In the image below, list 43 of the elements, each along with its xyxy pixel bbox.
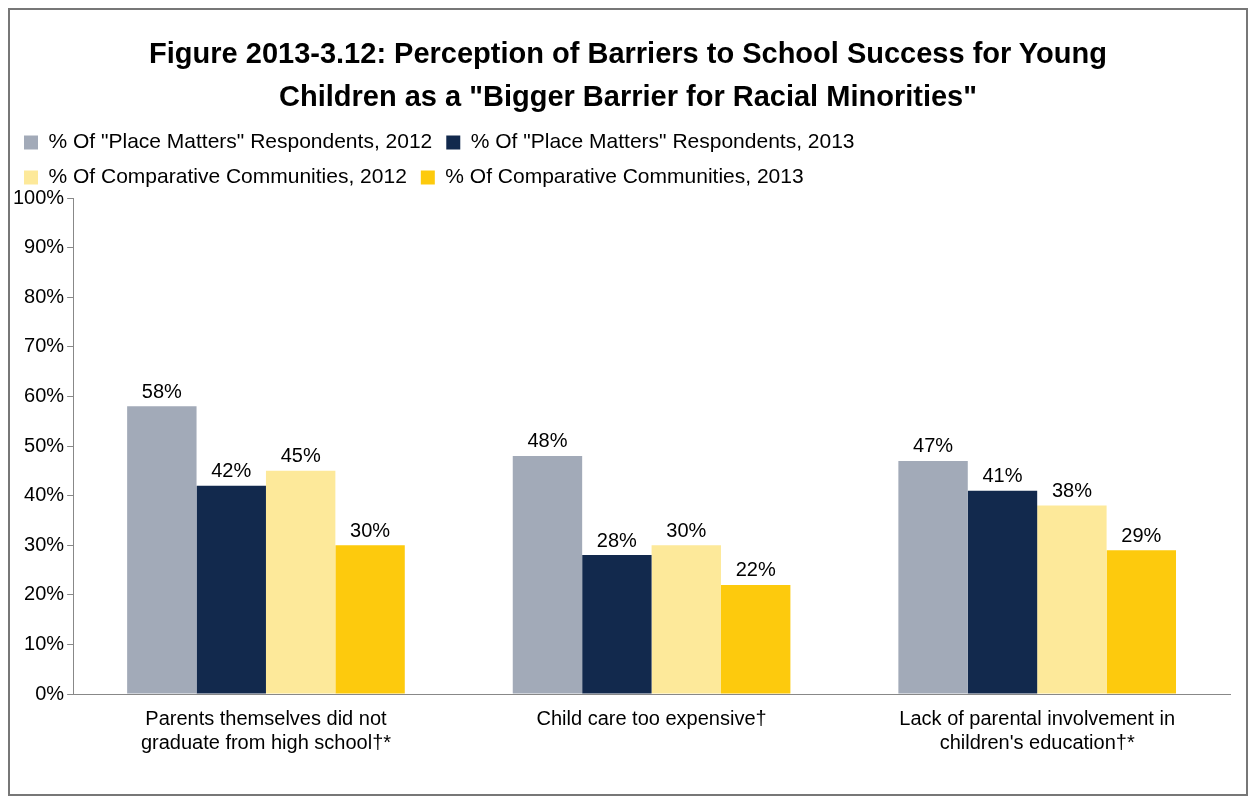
x-tick-label: Child care too expensive† [536,706,767,729]
legend-label: % Of "Place Matters" Respondents, 2013 [470,129,855,153]
data-label: 41% [982,464,1023,487]
data-label: 30% [666,518,707,541]
legend-label: % Of Comparative Communities, 2013 [445,164,804,188]
data-label: 30% [350,518,391,541]
y-tick-label: 90% [24,235,65,258]
bar [335,545,405,694]
y-tick-label: 20% [24,582,65,605]
bar [1106,550,1177,694]
bar [265,470,336,694]
x-tick-label: Lack of parental involvement in children's education†* [899,706,1176,753]
bar [651,545,721,694]
data-label: 58% [141,379,183,402]
bar [898,460,968,694]
y-tick-label: 0% [35,681,65,704]
data-label: 42% [211,459,252,482]
y-tick-label: 30% [24,532,65,555]
y-tick-label: 60% [24,383,65,406]
bar [196,485,266,694]
data-label: 28% [596,528,638,551]
bar [512,455,583,694]
data-label: 38% [1051,479,1093,502]
bar [582,555,652,694]
legend-label: % Of "Place Matters" Respondents, 2012 [48,129,433,153]
y-tick-label: 10% [24,631,65,654]
y-tick-label: 70% [24,334,65,357]
chart-title: Figure 2013-3.12: Perception of Barriers to School Success for Young Children as a "Bigger Barrier for Racial Minorities" [148,36,1108,114]
y-tick-label: 50% [24,433,65,456]
data-label: 48% [527,429,568,452]
data-label: 47% [913,434,954,457]
data-label: 22% [735,558,776,581]
bar [1037,505,1107,694]
bar [967,490,1038,694]
y-tick-label: 80% [24,284,65,307]
bar [127,406,197,694]
y-tick-label: 100% [13,185,65,208]
bar [720,584,791,694]
x-tick-label: Parents themselves did not graduate from high school†* [140,706,392,753]
y-tick-label: 40% [24,483,65,506]
legend-label: % Of Comparative Communities, 2012 [48,164,407,188]
data-label: 45% [280,444,321,467]
data-label: 29% [1121,523,1162,546]
